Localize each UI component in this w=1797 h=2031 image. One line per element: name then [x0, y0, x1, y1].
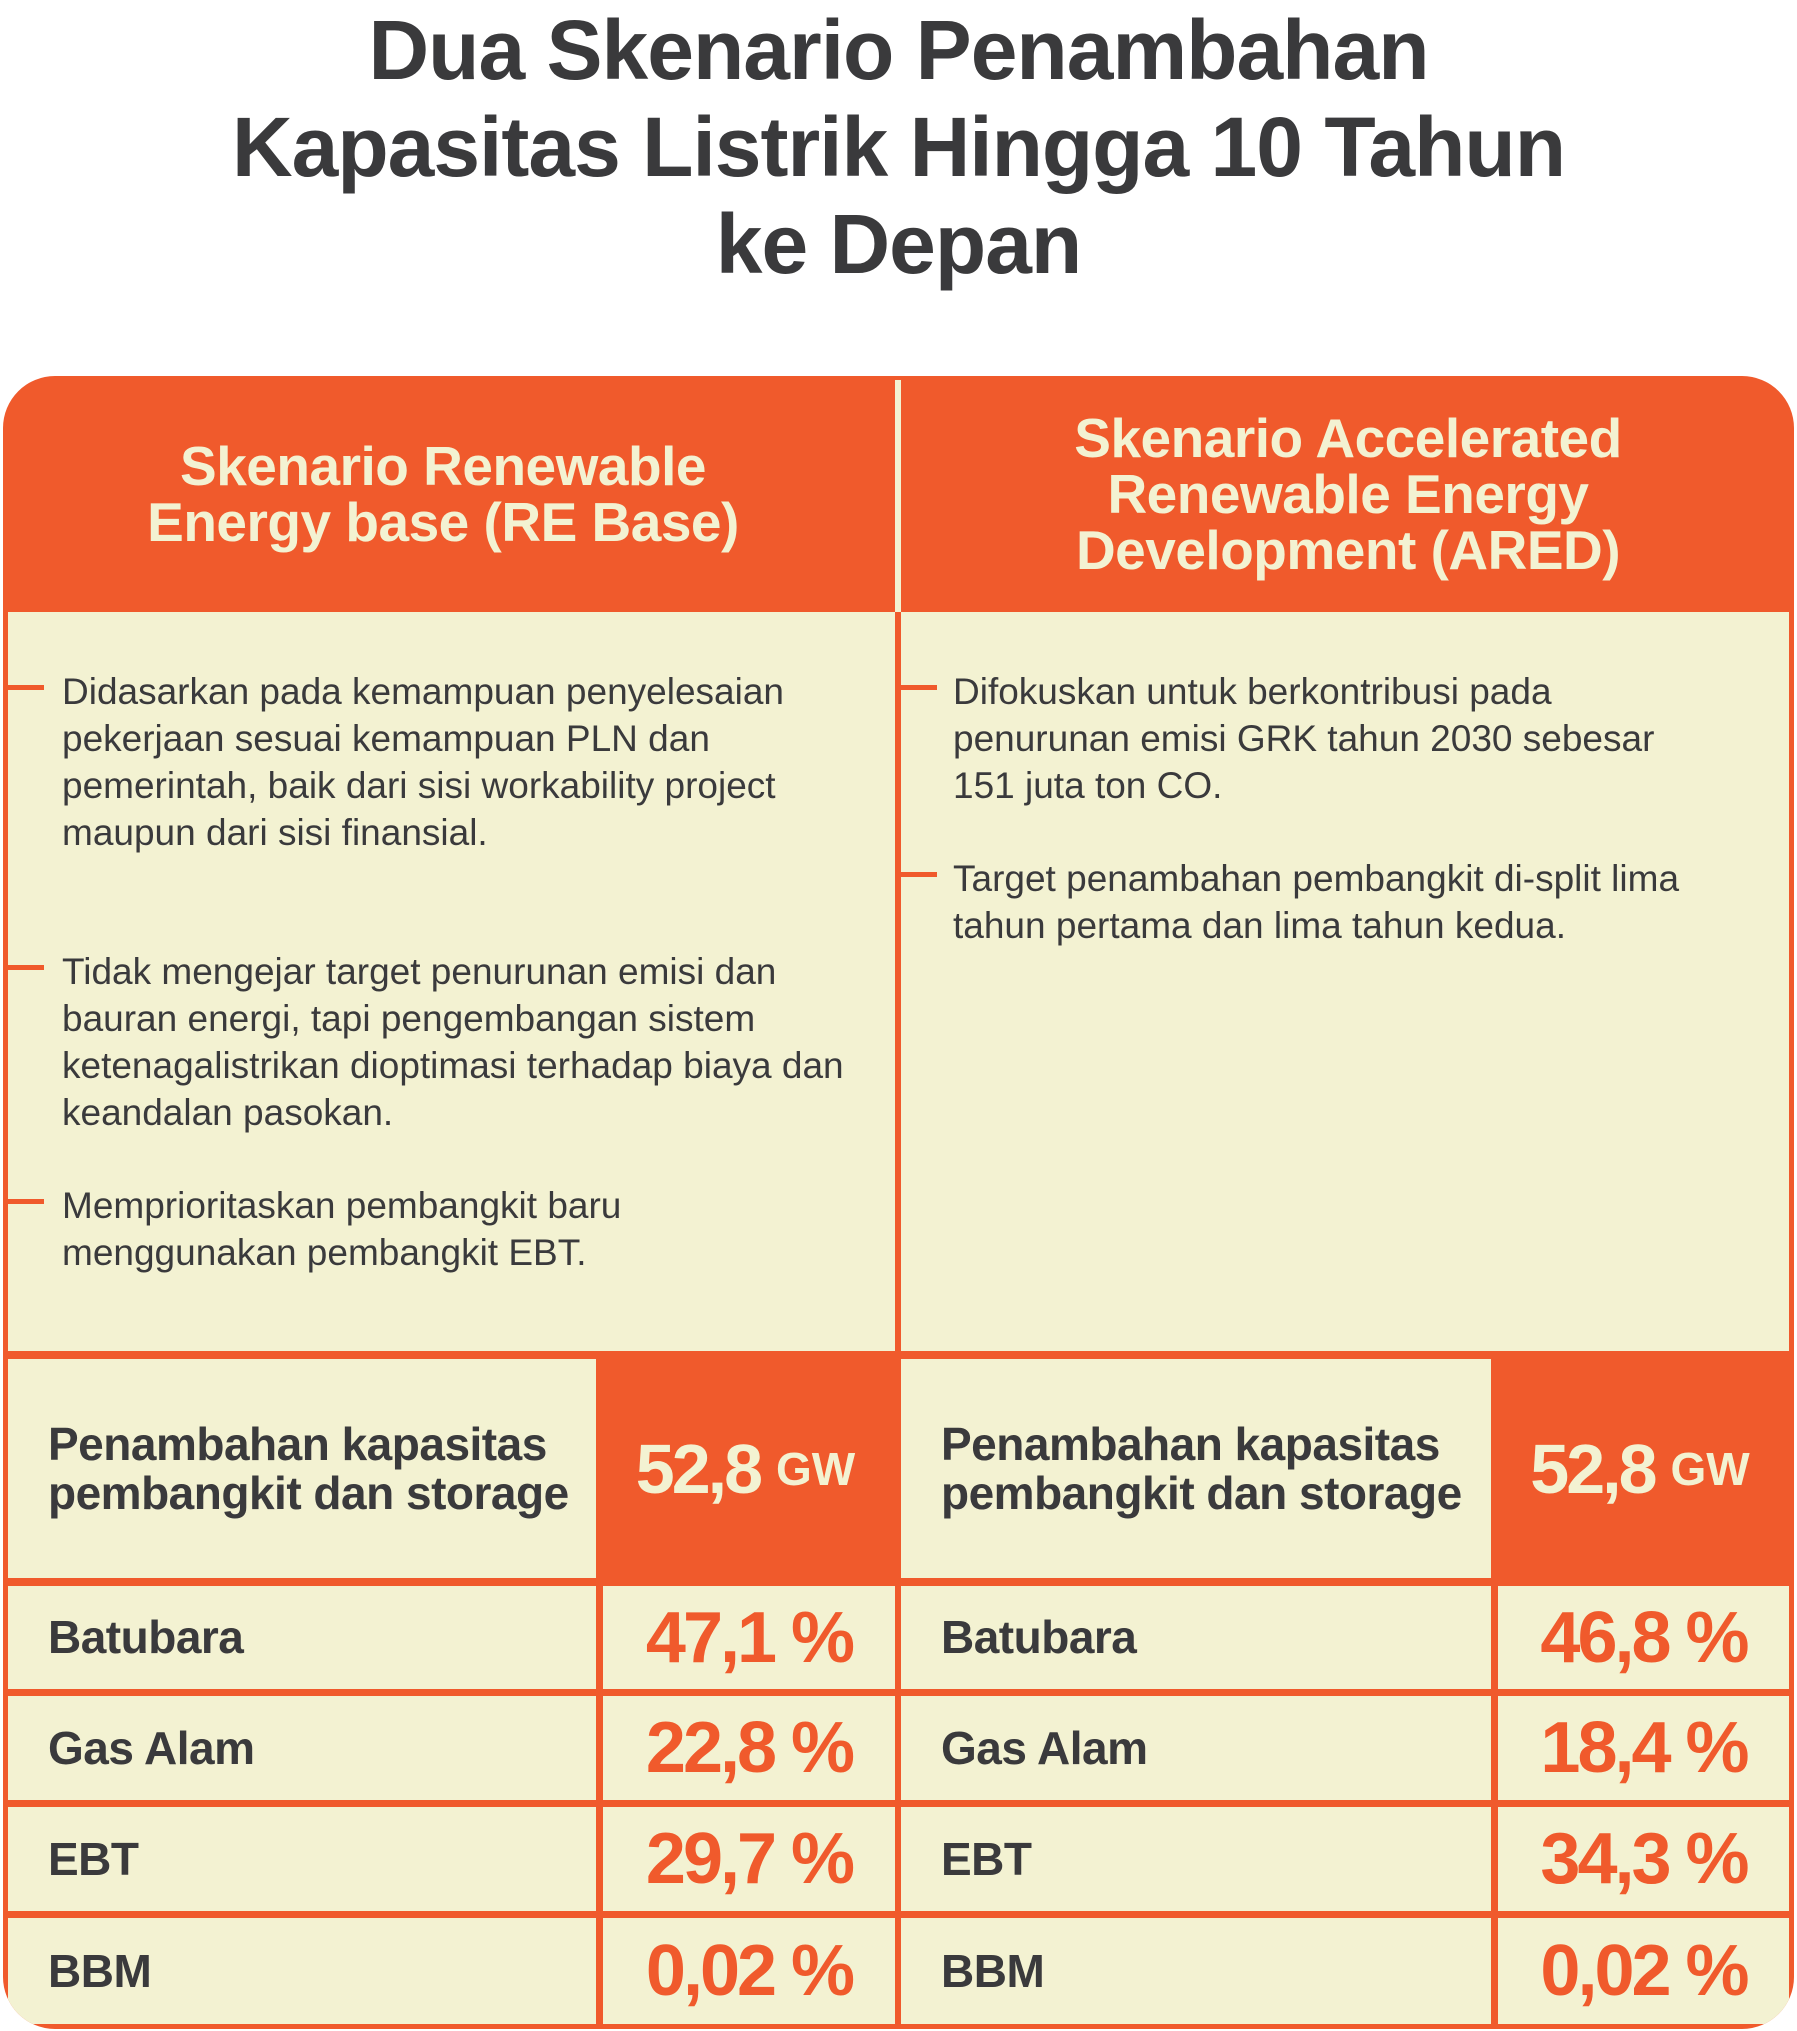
capacity-value: 52,8 GW: [1491, 1359, 1789, 1578]
mix-value: 0,02 %: [1498, 1918, 1789, 2024]
scenario-header-re-base: Skenario Renewable Energy base (RE Base): [147, 435, 739, 553]
mix-label: Gas Alam: [8, 1696, 596, 1800]
bullet-dash-icon: [8, 1199, 44, 1204]
bullet-dash-icon: [901, 872, 937, 877]
mix-value: 34,3 %: [1498, 1807, 1789, 1911]
capacity-unit: GW: [776, 1442, 856, 1495]
mix-value: 29,7 %: [603, 1807, 895, 1911]
title-line: Dua Skenario Penambahan: [368, 3, 1429, 97]
title-line: ke Depan: [715, 197, 1083, 291]
capacity-label: Penambahan kapasitas pembangkit dan stor…: [901, 1359, 1491, 1578]
bullet-text: Memprioritaskan pembangkit baru mengguna…: [62, 1185, 622, 1273]
capacity-number: 52,8: [1530, 1429, 1657, 1508]
bullet-text: Tidak mengejar target penurunan emisi da…: [62, 951, 844, 1133]
bullet-dash-icon: [8, 965, 44, 970]
scenario-body-ared: Difokuskan untuk berkontribusi pada penu…: [901, 612, 1789, 1351]
bullet-text: Didasarkan pada kemampuan penyelesaian p…: [62, 671, 784, 853]
mix-label: BBM: [8, 1918, 596, 2024]
capacity-unit: GW: [1670, 1442, 1750, 1495]
mix-value: 47,1 %: [603, 1586, 895, 1689]
scenario-header-ared: Skenario Accelerated Renewable Energy De…: [1074, 407, 1622, 581]
mix-label: EBT: [8, 1807, 596, 1911]
header-divider: [895, 380, 901, 612]
mix-value: 22,8 %: [603, 1696, 895, 1800]
scenario-body-re-base: Didasarkan pada kemampuan penyelesaian p…: [8, 612, 895, 1351]
capacity-label: Penambahan kapasitas pembangkit dan stor…: [8, 1359, 596, 1578]
bullet-dash-icon: [901, 685, 937, 690]
comparison-card: Skenario Renewable Energy base (RE Base)…: [3, 376, 1794, 2029]
mix-label: Batubara: [901, 1586, 1491, 1689]
page-title: Dua Skenario Penambahan Kapasitas Listri…: [0, 2, 1797, 293]
mix-label: BBM: [901, 1918, 1491, 2024]
capacity-number: 52,8: [635, 1429, 763, 1508]
bullet-dash-icon: [8, 685, 44, 690]
bullet-text: Target penambahan pembangkit di-split li…: [953, 858, 1680, 946]
title-line: Kapasitas Listrik Hingga 10 Tahun: [231, 100, 1566, 194]
capacity-value: 52,8 GW: [596, 1359, 895, 1578]
mix-label: Batubara: [8, 1586, 596, 1689]
mix-label: EBT: [901, 1807, 1491, 1911]
mix-label: Gas Alam: [901, 1696, 1491, 1800]
bullet-text: Difokuskan untuk berkontribusi pada penu…: [953, 671, 1655, 806]
mix-value: 0,02 %: [603, 1918, 895, 2024]
mix-value: 46,8 %: [1498, 1586, 1789, 1689]
mix-value: 18,4 %: [1498, 1696, 1789, 1800]
